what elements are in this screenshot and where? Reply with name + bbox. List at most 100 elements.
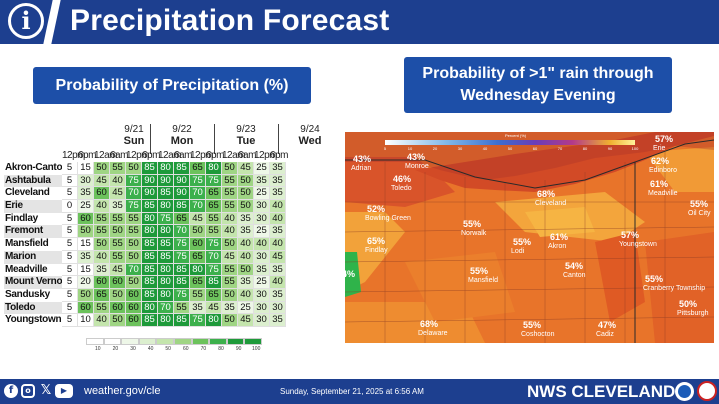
map-point-percent: 52% <box>367 204 385 214</box>
pop-cell: 65 <box>190 276 206 289</box>
table-row: Erie 0 25 40 35 75 85 80 85 70 65 55 50 30 40 <box>4 200 286 213</box>
pop-cell: 60 <box>126 288 142 302</box>
pop-cell: 70 <box>190 187 206 201</box>
table-row: Fremont 5 50 55 50 55 80 80 70 50 55 40 35 25 35 <box>4 225 286 239</box>
map-scale-tick: 70 <box>558 146 563 151</box>
table-row: Ashtabula 5 30 45 40 75 90 90 90 75 75 55 50 35 35 <box>4 174 286 188</box>
map-point-percent: 47% <box>598 320 616 330</box>
map-scale-tick: 20 <box>433 146 438 151</box>
hour-label: 6pm <box>78 150 96 161</box>
pop-cell: 50 <box>126 238 142 251</box>
map-point-city: Akron <box>548 243 566 250</box>
pop-cell: 80 <box>142 212 158 226</box>
pop-cell: 50 <box>126 162 142 175</box>
day-header: 9/24 Wed <box>278 124 342 147</box>
pop-cell: 55 <box>174 301 190 315</box>
hour-label: 6am <box>238 150 256 161</box>
legend-swatch <box>209 338 227 345</box>
pop-cell: 85 <box>174 314 190 327</box>
pop-cell: 5 <box>62 314 78 327</box>
map-point: 46%Toledo <box>391 174 412 192</box>
map-scale-tick: 50 <box>508 146 513 151</box>
pop-cell: 90 <box>158 174 174 188</box>
map-point: 55%Oil City <box>688 199 711 217</box>
website-link[interactable]: weather.gov/cle <box>84 385 161 397</box>
map-point-percent: 43% <box>407 152 425 162</box>
pop-cell: 85 <box>206 276 222 289</box>
pop-cell: 60 <box>110 276 126 289</box>
pop-cell: 60 <box>126 301 142 315</box>
map-point-percent: 61% <box>650 179 668 189</box>
pop-cell: 35 <box>270 225 286 239</box>
day-header: 9/23 Tue <box>214 124 278 147</box>
table-row: Akron-Canton 5 15 50 55 50 85 80 85 65 80 50 45 25 35 <box>4 162 286 175</box>
hour-label: 12am <box>94 150 118 161</box>
pop-cell: 5 <box>62 238 78 251</box>
pop-cell: 35 <box>238 225 254 239</box>
map-point: 62%Edinboro <box>649 156 677 174</box>
legend-swatch <box>191 338 210 345</box>
pop-cell: 55 <box>222 174 238 188</box>
legend-tick: 80 <box>218 346 224 352</box>
day-date: 9/21 <box>124 124 144 135</box>
pop-cell: 65 <box>206 200 222 213</box>
pop-cell: 55 <box>206 212 222 226</box>
pop-cell: 85 <box>142 250 158 264</box>
map-point-percent: 62% <box>651 156 669 166</box>
pop-cell: 80 <box>158 314 174 327</box>
pop-cell: 85 <box>142 263 158 277</box>
pop-cell: 35 <box>238 276 254 289</box>
legend-tick: 30 <box>130 346 136 352</box>
pop-cell: 85 <box>142 162 158 175</box>
table-row: Sandusky 5 50 65 50 60 85 80 75 55 65 50 40 30 35 <box>4 288 286 302</box>
table-row: Cleveland 5 35 60 45 70 90 85 90 70 65 55 50 25 35 <box>4 187 286 201</box>
map-point-percent: 46% <box>393 174 411 184</box>
pop-cell: 85 <box>142 200 158 213</box>
pop-cell: 55 <box>126 225 142 239</box>
hour-label: 6am <box>110 150 128 161</box>
map-point-percent: 55% <box>470 266 488 276</box>
issue-date: Sunday, September 21, 2025 at 6:56 AM <box>280 387 424 396</box>
pop-cell: 5 <box>62 187 78 201</box>
pop-cell: 45 <box>206 301 222 315</box>
pop-cell: 15 <box>78 238 94 251</box>
city-name: Mansfield <box>4 238 62 251</box>
map-point-city: Norwalk <box>461 230 487 237</box>
youtube-icon[interactable]: ▶ <box>55 384 73 398</box>
pop-cell: 50 <box>110 314 126 327</box>
hour-label: 12pm <box>62 150 86 161</box>
table-row: Youngstown 5 10 40 50 60 85 80 85 75 80 50 45 30 35 <box>4 314 286 327</box>
hour-label: 6pm <box>206 150 224 161</box>
pop-cell: 45 <box>110 187 126 201</box>
map-point: 68%Cleveland <box>535 189 566 207</box>
pop-cell: 80 <box>142 301 158 315</box>
facebook-icon[interactable]: f <box>4 384 18 398</box>
legend-tick: 100 <box>252 346 261 352</box>
map-point-city: Cleveland <box>535 200 566 207</box>
map-point: 55%Norwalk <box>461 219 487 237</box>
map-point-percent: 55% <box>690 199 708 209</box>
pop-cell: 80 <box>142 225 158 239</box>
hour-label: 12pm <box>190 150 214 161</box>
pop-cell: 50 <box>238 263 254 277</box>
pop-cell: 75 <box>190 174 206 188</box>
legend-swatch <box>226 338 245 345</box>
pop-cell: 35 <box>78 250 94 264</box>
pop-cell: 50 <box>110 288 126 302</box>
legend-swatch <box>86 338 104 345</box>
x-icon[interactable]: 𝕏 <box>40 383 52 398</box>
pop-cell: 35 <box>270 187 286 201</box>
pop-cell: 50 <box>222 288 238 302</box>
noaa-logo-icon <box>675 382 694 401</box>
instagram-icon[interactable]: o <box>21 384 35 398</box>
city-name: Akron-Canton <box>4 162 69 175</box>
legend-tick: 10 <box>95 346 101 352</box>
map-point-city: Canton <box>563 272 586 279</box>
pop-cell: 55 <box>126 212 142 226</box>
map-point: 50%Pittsburgh <box>677 299 709 317</box>
legend-tick: 90 <box>235 346 242 352</box>
pop-cell: 35 <box>78 187 94 201</box>
map-scale-tick: 40 <box>483 146 488 151</box>
map-point-city: Monroe <box>405 163 429 170</box>
pop-cell: 80 <box>190 263 206 277</box>
